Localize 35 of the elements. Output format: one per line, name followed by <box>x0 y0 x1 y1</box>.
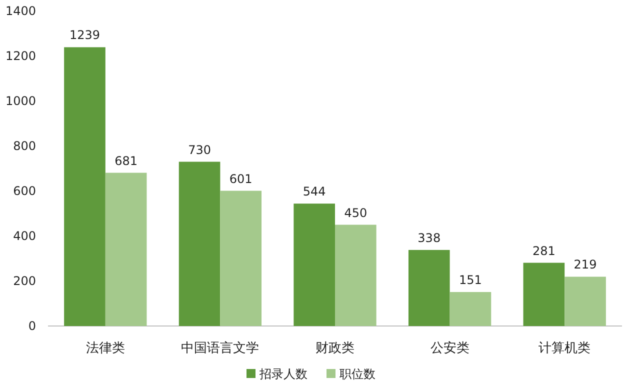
x-tick-label: 公安类 <box>430 340 470 356</box>
y-tick-label: 800 <box>13 139 36 153</box>
x-tick-label: 中国语言文学 <box>181 340 260 356</box>
bar <box>450 292 492 326</box>
data-label: 219 <box>574 258 597 272</box>
y-tick-label: 0 <box>28 319 36 333</box>
data-label: 151 <box>459 273 482 288</box>
y-tick-label: 600 <box>13 184 36 198</box>
data-label: 1239 <box>69 28 100 42</box>
y-tick-label: 1400 <box>5 4 36 18</box>
bar <box>178 162 220 326</box>
x-tick-label: 计算机类 <box>538 341 591 356</box>
bar <box>220 190 262 326</box>
y-tick-label: 1200 <box>5 49 36 63</box>
legend-label: 招录人数 <box>258 367 308 381</box>
y-tick-label: 200 <box>13 274 36 288</box>
bar <box>64 47 106 326</box>
data-label: 338 <box>418 230 441 245</box>
y-tick-label: 1000 <box>5 94 36 108</box>
data-label: 281 <box>532 244 556 258</box>
bar <box>294 204 335 326</box>
legend-label: 职位数 <box>340 367 376 381</box>
bar <box>105 172 147 326</box>
data-label: 544 <box>302 184 326 199</box>
y-tick-label: 400 <box>13 229 36 243</box>
data-label: 730 <box>188 142 211 157</box>
data-label: 601 <box>229 172 252 186</box>
x-tick-label: 法律类 <box>86 341 125 356</box>
data-label: 681 <box>114 154 138 168</box>
data-label: 450 <box>344 206 368 220</box>
bar <box>564 276 606 326</box>
bar <box>523 262 565 326</box>
bar <box>408 250 450 326</box>
bar <box>335 224 376 326</box>
x-tick-label: 财政类 <box>316 341 354 356</box>
